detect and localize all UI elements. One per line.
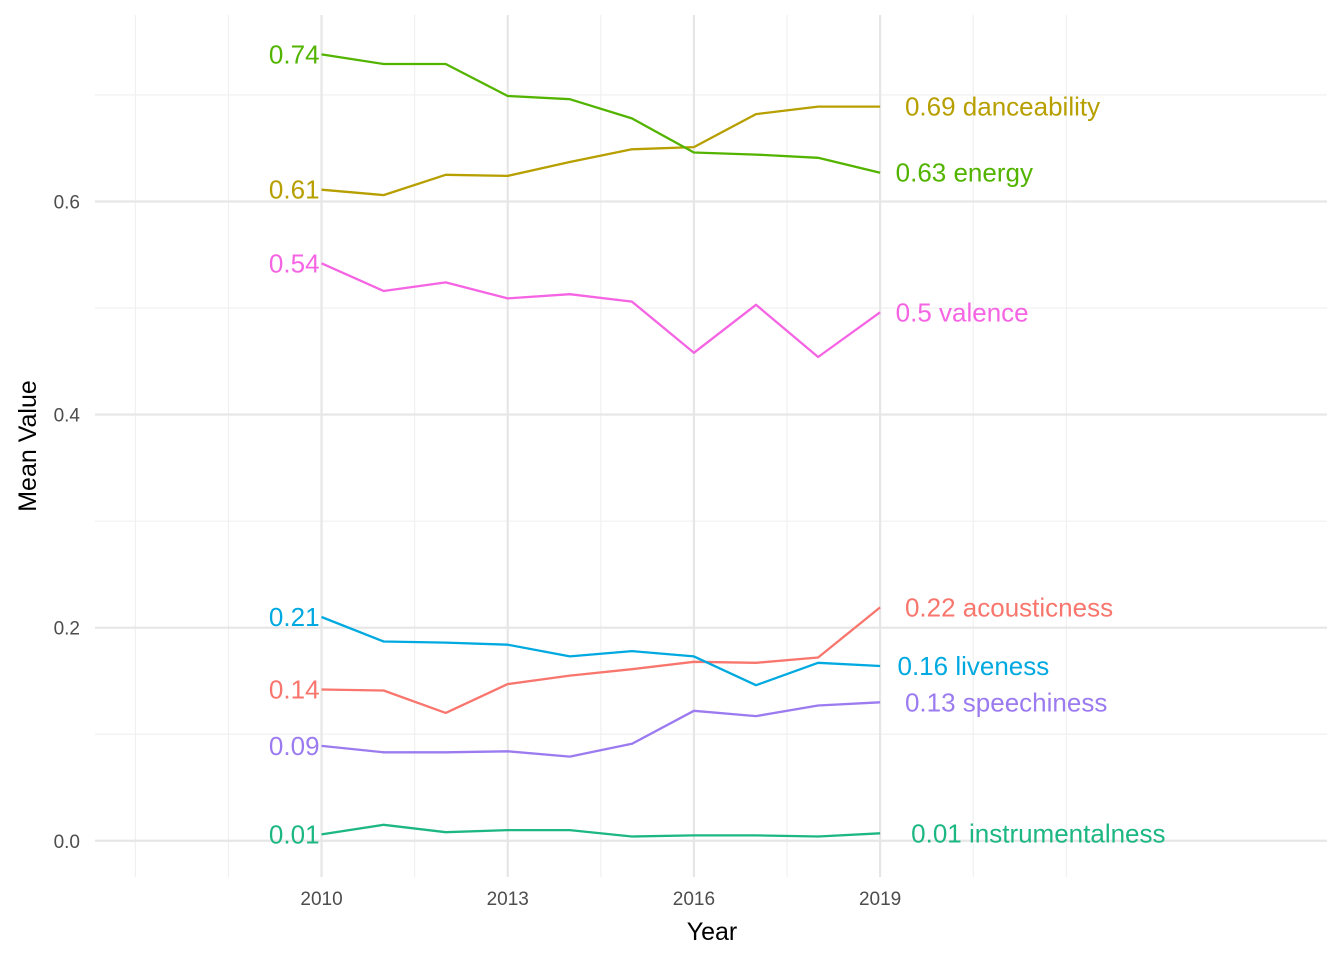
series-line-instrumentalness xyxy=(321,823,881,838)
y-tick-label: 0.6 xyxy=(54,192,80,213)
series-start-label-energy: 0.74 xyxy=(269,39,320,69)
y-axis-title: Mean Value xyxy=(14,380,42,512)
x-axis-title: Year xyxy=(687,918,738,946)
series-line-speechiness xyxy=(321,701,881,758)
series-end-label-liveness: 0.16 liveness xyxy=(898,651,1050,681)
series-labels: 0.61 0.69 danceability 0.74 0.63 energy 0.54… xyxy=(269,39,1166,849)
y-tick-label: 0.4 xyxy=(54,406,81,427)
series-end-label-acousticness: 0.22 acousticness xyxy=(905,592,1113,622)
y-tick-label: 0.0 xyxy=(54,832,80,853)
series-start-label-speechiness: 0.09 xyxy=(269,731,320,761)
minor-gridlines xyxy=(95,15,1327,877)
series-start-label-valence: 0.54 xyxy=(269,248,320,278)
x-tick-label: 2016 xyxy=(673,889,715,910)
series-start-label-instrumentalness: 0.01 xyxy=(269,819,320,849)
x-tick-label: 2013 xyxy=(487,889,529,910)
series-end-label-valence: 0.5 valence xyxy=(896,297,1029,327)
series-line-valence xyxy=(321,262,881,359)
series-start-label-acousticness: 0.14 xyxy=(269,674,320,704)
x-tick-label: 2010 xyxy=(300,889,342,910)
series-start-label-liveness: 0.21 xyxy=(269,602,320,632)
series-end-label-danceability: 0.69 danceability xyxy=(905,92,1100,122)
y-tick-label: 0.2 xyxy=(54,619,80,640)
x-tick-label: 2019 xyxy=(859,889,901,910)
major-gridlines xyxy=(95,15,1327,877)
series-line-acousticness xyxy=(321,606,881,715)
series-line-danceability xyxy=(321,105,881,197)
series-lines xyxy=(321,53,881,838)
series-end-label-instrumentalness: 0.01 instrumentalness xyxy=(911,818,1165,848)
series-line-energy xyxy=(321,53,881,174)
x-axis-tick-labels: 2010 2013 2016 2019 xyxy=(300,889,901,910)
series-line-liveness xyxy=(321,615,881,687)
y-axis-tick-labels: 0.0 0.2 0.4 0.6 xyxy=(54,192,81,852)
series-start-label-danceability: 0.61 xyxy=(269,175,320,205)
series-end-label-energy: 0.63 energy xyxy=(896,158,1033,188)
series-end-label-speechiness: 0.13 speechiness xyxy=(905,687,1107,717)
